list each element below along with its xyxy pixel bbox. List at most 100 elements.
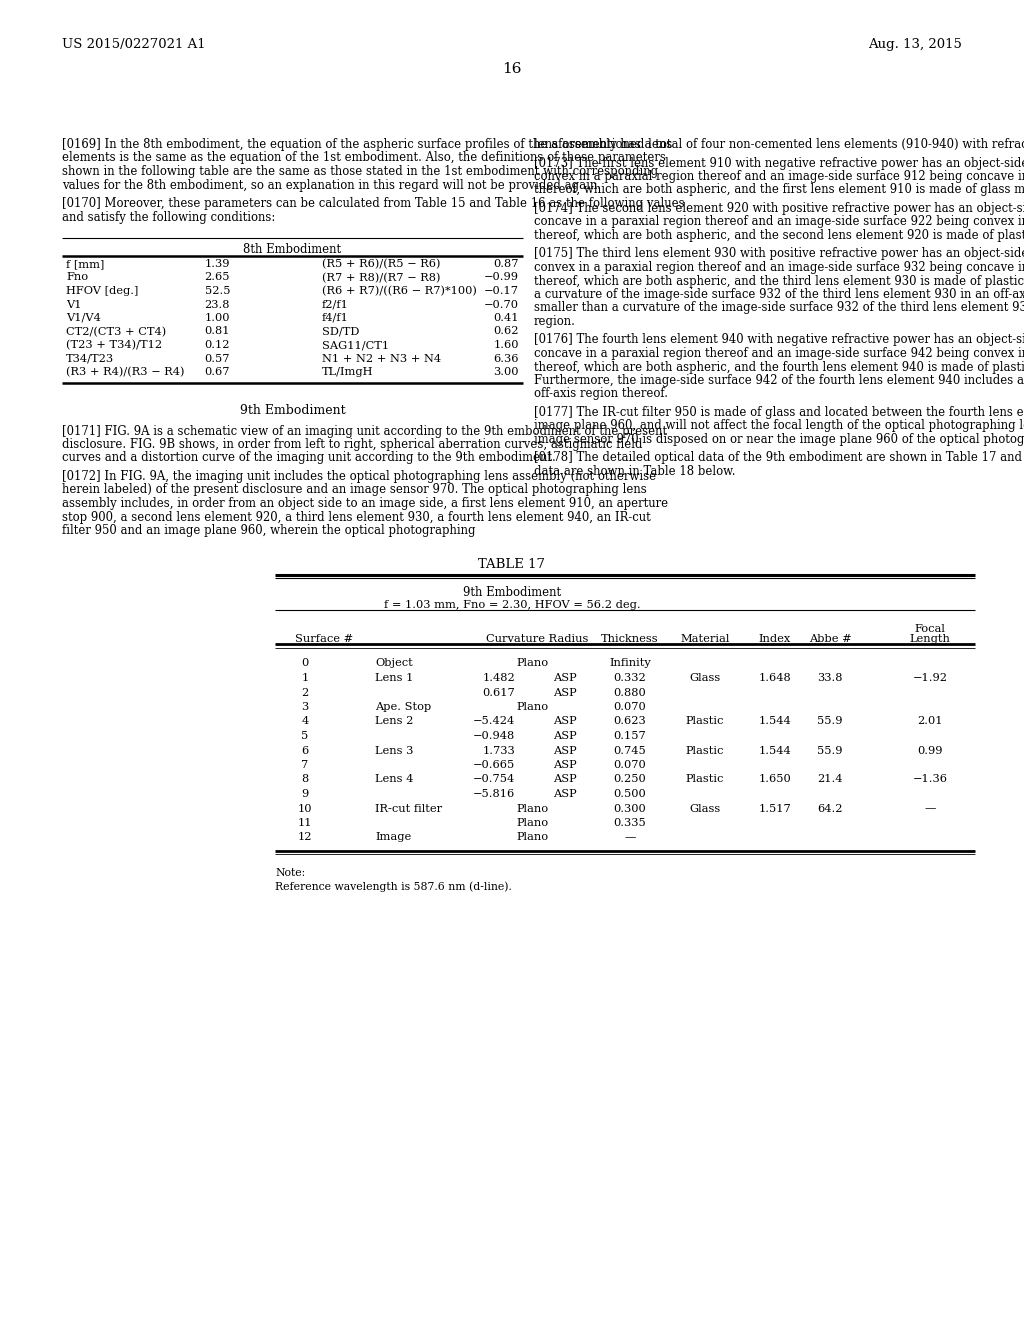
Text: Fno: Fno [66,272,88,282]
Text: [0174] The second lens element 920 with positive refractive power has an object-: [0174] The second lens element 920 with … [534,202,1024,215]
Text: CT2/(CT3 + CT4): CT2/(CT3 + CT4) [66,326,166,337]
Text: 6: 6 [301,746,308,755]
Text: convex in a paraxial region thereof and an image-side surface 912 being concave : convex in a paraxial region thereof and … [534,170,1024,183]
Text: lens assembly has a total of four non-cemented lens elements (910-940) with refr: lens assembly has a total of four non-ce… [534,139,1024,150]
Text: thereof, which are both aspheric, and the first lens element 910 is made of glas: thereof, which are both aspheric, and th… [534,183,1024,197]
Text: —: — [925,804,936,813]
Text: herein labeled) of the present disclosure and an image sensor 970. The optical p: herein labeled) of the present disclosur… [62,483,647,496]
Text: 0.623: 0.623 [613,717,646,726]
Text: 55.9: 55.9 [817,746,843,755]
Text: 0.87: 0.87 [494,259,519,269]
Text: assembly includes, in order from an object side to an image side, a first lens e: assembly includes, in order from an obje… [62,498,668,510]
Text: Object: Object [375,659,413,668]
Text: 0.070: 0.070 [613,760,646,770]
Text: 1.00: 1.00 [205,313,230,323]
Text: image sensor 970 is disposed on or near the image plane 960 of the optical photo: image sensor 970 is disposed on or near … [534,433,1024,446]
Text: and satisfy the following conditions:: and satisfy the following conditions: [62,210,275,223]
Text: Abbe #: Abbe # [809,635,851,644]
Text: image plane 960, and will not affect the focal length of the optical photographi: image plane 960, and will not affect the… [534,420,1024,433]
Text: 12: 12 [298,833,312,842]
Text: Plano: Plano [516,659,549,668]
Text: —: — [625,833,636,842]
Text: ASP: ASP [553,775,577,784]
Text: −5.816: −5.816 [473,789,515,799]
Text: Aug. 13, 2015: Aug. 13, 2015 [868,38,962,51]
Text: thereof, which are both aspheric, and the second lens element 920 is made of pla: thereof, which are both aspheric, and th… [534,228,1024,242]
Text: curves and a distortion curve of the imaging unit according to the 9th embodimen: curves and a distortion curve of the ima… [62,451,556,465]
Text: 0.335: 0.335 [613,818,646,828]
Text: HFOV [deg.]: HFOV [deg.] [66,286,138,296]
Text: (R6 + R7)/((R6 − R7)*100): (R6 + R7)/((R6 − R7)*100) [322,286,477,296]
Text: smaller than a curvature of the image-side surface 932 of the third lens element: smaller than a curvature of the image-si… [534,301,1024,314]
Text: f [mm]: f [mm] [66,259,104,269]
Text: ASP: ASP [553,760,577,770]
Text: f = 1.03 mm, Fno = 2.30, HFOV = 56.2 deg.: f = 1.03 mm, Fno = 2.30, HFOV = 56.2 deg… [384,599,640,610]
Text: [0176] The fourth lens element 940 with negative refractive power has an object-: [0176] The fourth lens element 940 with … [534,334,1024,346]
Text: −0.665: −0.665 [473,760,515,770]
Text: 0.157: 0.157 [613,731,646,741]
Text: V1: V1 [66,300,82,309]
Text: 0.81: 0.81 [205,326,230,337]
Text: Lens 2: Lens 2 [375,717,414,726]
Text: [0171] FIG. 9A is a schematic view of an imaging unit according to the 9th embod: [0171] FIG. 9A is a schematic view of an… [62,425,667,437]
Text: Ape. Stop: Ape. Stop [375,702,431,711]
Text: [0172] In FIG. 9A, the imaging unit includes the optical photographing lens asse: [0172] In FIG. 9A, the imaging unit incl… [62,470,656,483]
Text: Focal: Focal [914,623,945,634]
Text: Lens 1: Lens 1 [375,673,414,682]
Text: Reference wavelength is 587.6 nm (d-line).: Reference wavelength is 587.6 nm (d-line… [275,880,512,891]
Text: V1/V4: V1/V4 [66,313,101,323]
Text: [0175] The third lens element 930 with positive refractive power has an object-s: [0175] The third lens element 930 with p… [534,248,1024,260]
Text: 0.070: 0.070 [613,702,646,711]
Text: 21.4: 21.4 [817,775,843,784]
Text: 0: 0 [301,659,308,668]
Text: N1 + N2 + N3 + N4: N1 + N2 + N3 + N4 [322,354,441,363]
Text: Lens 3: Lens 3 [375,746,414,755]
Text: 0.300: 0.300 [613,804,646,813]
Text: 55.9: 55.9 [817,717,843,726]
Text: Furthermore, the image-side surface 942 of the fourth lens element 940 includes : Furthermore, the image-side surface 942 … [534,374,1024,387]
Text: 2: 2 [301,688,308,697]
Text: 1.60: 1.60 [494,341,519,350]
Text: Image: Image [375,833,412,842]
Text: −1.92: −1.92 [912,673,947,682]
Text: −0.754: −0.754 [473,775,515,784]
Text: elements is the same as the equation of the 1st embodiment. Also, the definition: elements is the same as the equation of … [62,152,666,165]
Text: Curvature Radius: Curvature Radius [486,635,589,644]
Text: disclosure. FIG. 9B shows, in order from left to right, spherical aberration cur: disclosure. FIG. 9B shows, in order from… [62,438,642,451]
Text: 0.62: 0.62 [494,326,519,337]
Text: Plano: Plano [516,818,549,828]
Text: convex in a paraxial region thereof and an image-side surface 932 being concave : convex in a paraxial region thereof and … [534,261,1024,275]
Text: TABLE 17: TABLE 17 [478,558,546,572]
Text: 2.65: 2.65 [205,272,230,282]
Text: 0.41: 0.41 [494,313,519,323]
Text: Plastic: Plastic [686,717,724,726]
Text: Infinity: Infinity [609,659,651,668]
Text: Length: Length [909,635,950,644]
Text: 0.617: 0.617 [482,688,515,697]
Text: 1.544: 1.544 [759,717,792,726]
Text: f2/f1: f2/f1 [322,300,349,309]
Text: (R7 + R8)/(R7 − R8): (R7 + R8)/(R7 − R8) [322,272,440,282]
Text: thereof, which are both aspheric, and the third lens element 930 is made of plas: thereof, which are both aspheric, and th… [534,275,1024,288]
Text: 0.250: 0.250 [613,775,646,784]
Text: ASP: ASP [553,673,577,682]
Text: 23.8: 23.8 [205,300,230,309]
Text: 1.648: 1.648 [759,673,792,682]
Text: off-axis region thereof.: off-axis region thereof. [534,388,668,400]
Text: 1.733: 1.733 [482,746,515,755]
Text: [0170] Moreover, these parameters can be calculated from Table 15 and Table 16 a: [0170] Moreover, these parameters can be… [62,197,685,210]
Text: Plastic: Plastic [686,746,724,755]
Text: −0.17: −0.17 [484,286,519,296]
Text: −0.948: −0.948 [473,731,515,741]
Text: 1.482: 1.482 [482,673,515,682]
Text: Thickness: Thickness [601,635,658,644]
Text: T34/T23: T34/T23 [66,354,114,363]
Text: 0.57: 0.57 [205,354,230,363]
Text: 3.00: 3.00 [494,367,519,378]
Text: Note:: Note: [275,869,305,878]
Text: concave in a paraxial region thereof and an image-side surface 922 being convex : concave in a paraxial region thereof and… [534,215,1024,228]
Text: 64.2: 64.2 [817,804,843,813]
Text: Index: Index [759,635,792,644]
Text: thereof, which are both aspheric, and the fourth lens element 940 is made of pla: thereof, which are both aspheric, and th… [534,360,1024,374]
Text: (T23 + T34)/T12: (T23 + T34)/T12 [66,341,162,350]
